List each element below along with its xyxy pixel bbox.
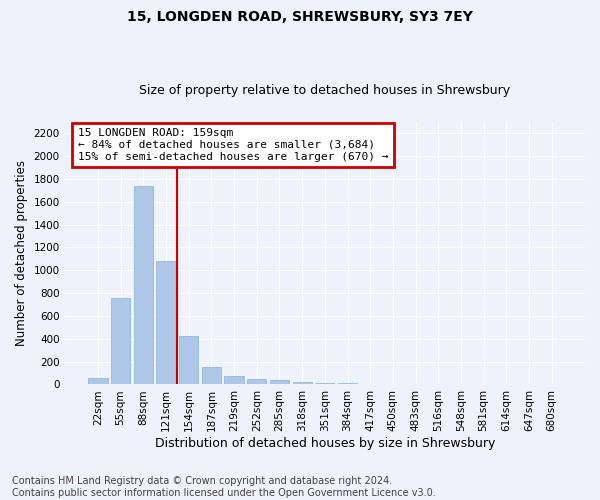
- Text: 15, LONGDEN ROAD, SHREWSBURY, SY3 7EY: 15, LONGDEN ROAD, SHREWSBURY, SY3 7EY: [127, 10, 473, 24]
- Bar: [88, 378, 107, 384]
- Bar: [134, 186, 153, 384]
- Bar: [224, 376, 244, 384]
- Bar: [247, 380, 266, 384]
- Title: Size of property relative to detached houses in Shrewsbury: Size of property relative to detached ho…: [139, 84, 511, 97]
- Bar: [293, 382, 312, 384]
- Bar: [157, 261, 176, 384]
- Bar: [202, 367, 221, 384]
- Bar: [179, 336, 199, 384]
- X-axis label: Distribution of detached houses by size in Shrewsbury: Distribution of detached houses by size …: [155, 437, 495, 450]
- Bar: [111, 298, 130, 384]
- Y-axis label: Number of detached properties: Number of detached properties: [15, 160, 28, 346]
- Text: Contains HM Land Registry data © Crown copyright and database right 2024.
Contai: Contains HM Land Registry data © Crown c…: [12, 476, 436, 498]
- Bar: [270, 380, 289, 384]
- Bar: [315, 382, 334, 384]
- Text: 15 LONGDEN ROAD: 159sqm
← 84% of detached houses are smaller (3,684)
15% of semi: 15 LONGDEN ROAD: 159sqm ← 84% of detache…: [77, 128, 388, 162]
